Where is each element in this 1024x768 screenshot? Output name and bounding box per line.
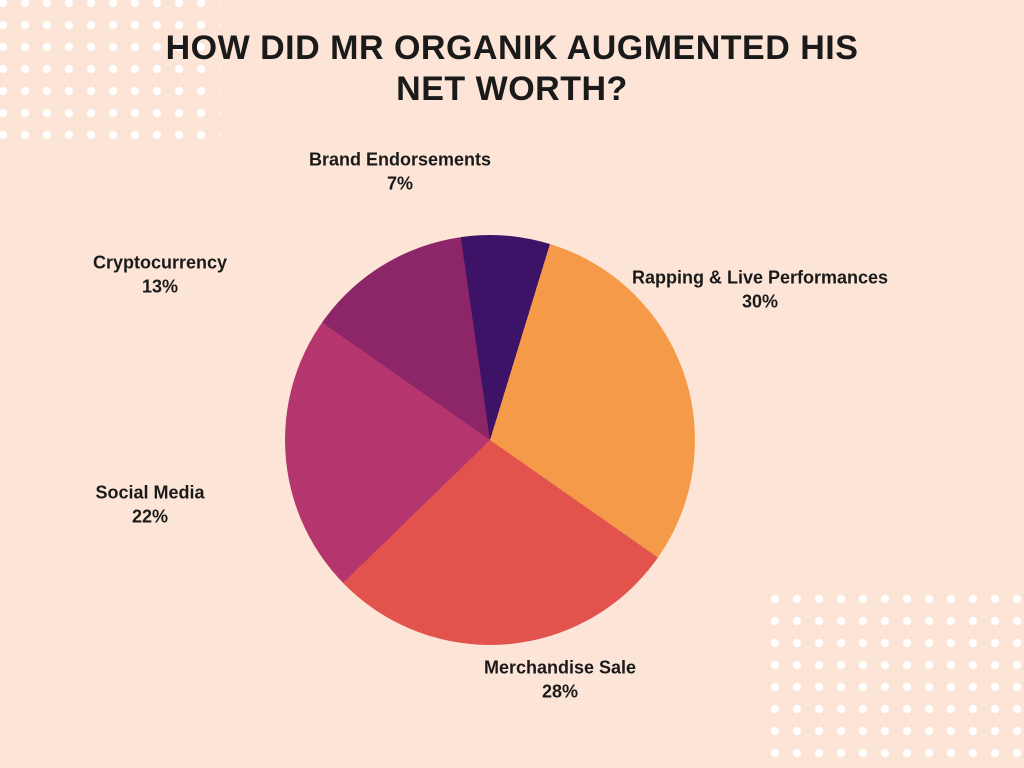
pie-label-name: Cryptocurrency [93,251,227,275]
pie-label-name: Social Media [95,481,204,505]
pie-label-percent: 7% [309,172,491,196]
pie-label-percent: 30% [632,290,888,314]
pie-label: Cryptocurrency13% [93,251,227,300]
pie-label-name: Brand Endorsements [309,148,491,172]
chart-title: HOW DID MR ORGANIK AUGMENTED HISNET WORT… [0,28,1024,110]
pie-label: Merchandise Sale28% [484,656,636,705]
pie-label: Rapping & Live Performances30% [632,266,888,315]
pie-label: Social Media22% [95,481,204,530]
pie-label: Brand Endorsements7% [309,148,491,197]
pie-label-name: Rapping & Live Performances [632,266,888,290]
pie-label-percent: 13% [93,275,227,299]
pie-label-percent: 28% [484,680,636,704]
pie-label-name: Merchandise Sale [484,656,636,680]
chart-title-text: HOW DID MR ORGANIK AUGMENTED HISNET WORT… [166,29,859,108]
pie-label-percent: 22% [95,505,204,529]
chart-canvas: HOW DID MR ORGANIK AUGMENTED HISNET WORT… [0,0,1024,768]
dots-bottom-right [764,588,1024,768]
